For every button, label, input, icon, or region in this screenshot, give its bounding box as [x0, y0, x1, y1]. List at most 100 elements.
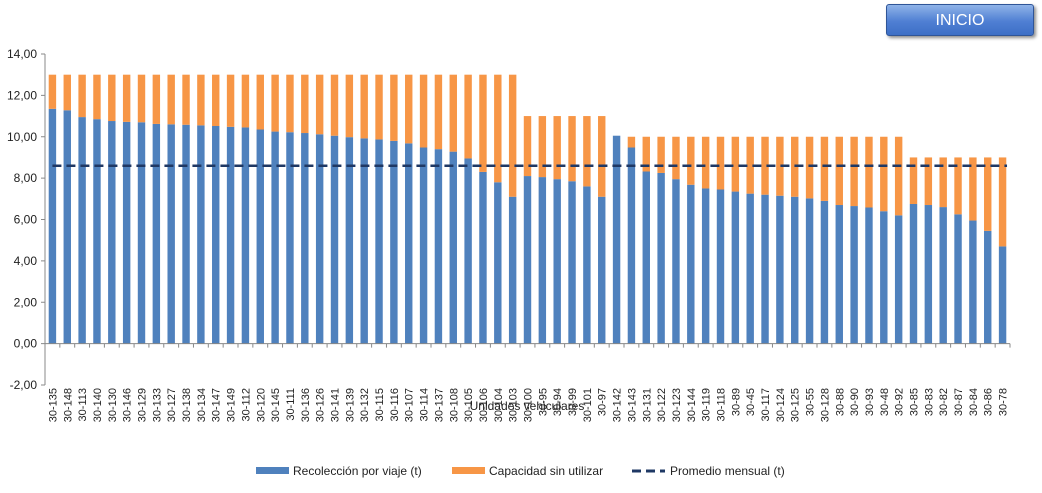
y-tick-label: 4,00 [14, 254, 38, 268]
x-tick-label: 30-139 [344, 388, 356, 422]
x-tick-label: 30-119 [701, 388, 713, 421]
y-tick-label: 6,00 [14, 213, 38, 227]
y-tick-label: 12,00 [7, 88, 37, 102]
bar-unused [865, 136, 873, 208]
x-tick-label: 30-116 [389, 388, 401, 421]
bar-collection [241, 127, 250, 344]
bar-unused [360, 74, 368, 139]
bar-collection [122, 121, 131, 344]
bar-unused [716, 136, 725, 190]
bar-collection [360, 138, 368, 344]
bar-collection [538, 177, 547, 344]
bar-unused [701, 136, 710, 189]
bar-collection [508, 196, 517, 344]
bar-collection [464, 158, 472, 344]
x-tick-label: 30-117 [760, 388, 772, 421]
bar-unused [63, 74, 71, 111]
x-tick-label: 30-141 [330, 388, 342, 422]
legend-item-average: Promedio mensual (t) [632, 464, 785, 478]
y-tick-label: 2,00 [14, 295, 38, 309]
x-tick-label: 30-145 [270, 388, 282, 422]
bar-unused [731, 136, 740, 192]
y-tick-label: 14,00 [7, 47, 37, 61]
bar-collection [330, 135, 339, 344]
bar-collection [954, 214, 962, 344]
legend: Recolección por viaje (t) Capacidad sin … [256, 464, 785, 478]
x-tick-label: 30-104 [493, 388, 505, 422]
bar-collection [598, 196, 606, 344]
bar-collection [894, 215, 903, 344]
x-tick-label: 30-108 [448, 388, 460, 422]
bar-unused [226, 74, 235, 127]
bar-unused [805, 136, 814, 199]
x-tick-label: 30-103 [508, 388, 520, 422]
bar-unused [78, 74, 86, 118]
bar-collection [197, 125, 205, 344]
bar-unused [345, 74, 354, 138]
bar-unused [761, 136, 769, 195]
bar-collection [419, 147, 428, 344]
bar-collection [301, 133, 309, 344]
y-axis: -2,00 0,00 2,00 4,00 6,00 8,00 10,00 12,00 14,00 [7, 47, 46, 392]
x-tick-label: 30-87 [953, 388, 965, 416]
inicio-button[interactable]: INICIO [886, 4, 1034, 36]
bar-unused [746, 136, 754, 194]
bar-collection [152, 123, 161, 344]
bar-unused [776, 136, 784, 196]
bar-collection [776, 195, 784, 344]
bar-unused [167, 74, 175, 125]
x-tick-label: 30-83 [923, 388, 935, 416]
bar-collection [805, 198, 814, 344]
x-tick-label: 30-130 [107, 388, 119, 422]
bar-unused [835, 136, 843, 206]
bar-unused [315, 74, 324, 135]
bar-collection [672, 179, 680, 344]
x-tick-label: 30-138 [181, 388, 193, 422]
legend-label-collection: Recolección por viaje (t) [293, 464, 422, 478]
bar-unused [419, 74, 428, 148]
bar-unused [850, 136, 858, 207]
bar-unused [301, 74, 309, 134]
bar-unused [286, 74, 294, 133]
bar-unused [330, 74, 339, 136]
x-tick-label: 30-133 [151, 388, 163, 422]
bar-collection [494, 182, 502, 344]
legend-swatch-unused [452, 467, 485, 474]
bars [48, 74, 1008, 344]
x-tick-label: 30-124 [775, 388, 787, 422]
bar-unused [627, 136, 636, 148]
bar-collection [998, 246, 1007, 344]
x-tick-label: 30-100 [523, 388, 535, 422]
bar-collection [865, 207, 873, 344]
x-tick-label: 30-82 [938, 388, 950, 416]
bar-unused [479, 74, 487, 172]
y-tick-label: 8,00 [14, 171, 38, 185]
bar-collection [687, 184, 695, 344]
x-tick-label: 30-95 [537, 388, 549, 416]
legend-label-unused: Capacidad sin utilizar [489, 464, 603, 478]
bar-collection [108, 121, 116, 344]
bar-collection [731, 191, 740, 344]
bar-collection [212, 125, 220, 344]
bar-collection [78, 117, 86, 344]
x-tick-label: 30-125 [790, 388, 802, 422]
bar-collection [479, 171, 487, 344]
x-tick-label: 30-105 [463, 388, 475, 422]
bar-collection [969, 220, 977, 344]
bar-unused [672, 136, 680, 180]
bar-unused [375, 74, 383, 140]
x-axis-title: Unidades vehiculares [470, 399, 585, 413]
bar-collection [434, 149, 443, 344]
bar-collection [167, 124, 175, 344]
bar-collection [390, 140, 398, 344]
x-axis: 30-135 30-148 30-113 30-140 30-130 30-146 30-1… [44, 343, 1011, 422]
bar-unused [182, 74, 190, 125]
x-tick-label: 30-132 [359, 388, 371, 422]
x-tick-label: 30-85 [909, 388, 921, 416]
bar-unused [212, 74, 220, 126]
bar-collection [642, 171, 650, 344]
bar-unused [48, 74, 57, 109]
bar-collection [375, 139, 383, 344]
bar-collection [568, 181, 576, 344]
